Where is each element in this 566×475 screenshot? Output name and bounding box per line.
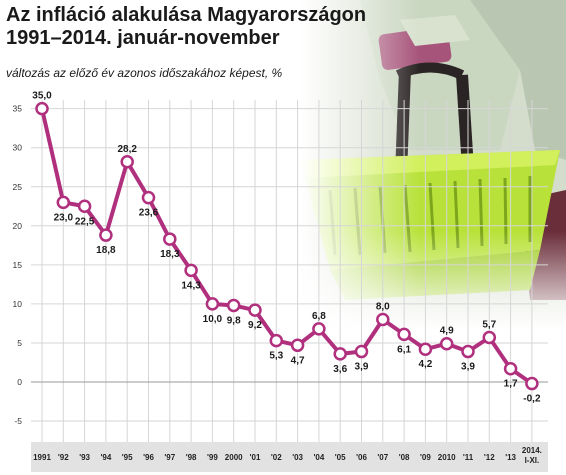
y-tick-label: 5	[17, 338, 22, 348]
data-point	[269, 333, 284, 348]
x-tick-label: 2014. I-XI.	[522, 446, 542, 465]
data-point	[333, 347, 347, 361]
x-tick-label: '97	[164, 453, 175, 462]
x-tick-label: '08	[399, 453, 410, 462]
data-point	[163, 232, 177, 246]
x-tick-label: '12	[484, 453, 495, 462]
data-point	[290, 338, 305, 353]
data-label: 18,8	[96, 245, 116, 256]
x-tick-label: '03	[292, 453, 303, 462]
x-tick-label: '95	[122, 453, 133, 462]
x-tick-label: '07	[377, 453, 388, 462]
data-label: 6,8	[312, 311, 326, 322]
x-axis-band	[31, 442, 548, 472]
grid	[31, 100, 548, 442]
data-point	[312, 322, 326, 336]
data-label: 6,1	[397, 344, 411, 355]
data-label: 9,8	[227, 315, 241, 326]
y-tick-label: 15	[13, 260, 23, 270]
x-tick-label: '09	[420, 453, 431, 462]
data-label: 35,0	[32, 91, 52, 102]
x-tick-label: '94	[100, 453, 111, 462]
data-point	[99, 228, 113, 242]
data-label: 18,3	[160, 249, 180, 260]
x-tick-label: 1991	[33, 453, 51, 462]
x-tick-label: '06	[356, 453, 367, 462]
y-tick-label: 20	[13, 221, 23, 231]
x-tick-label: 2000	[225, 453, 243, 462]
data-label: 5,3	[269, 351, 283, 362]
axes: -5 0 5 10 15 20 25 30 35 1991 '92 '93 '94 '95 '96 '97 '9…	[13, 104, 548, 472]
chart-title-line1: Az infláció alakulása Magyarországon	[6, 4, 367, 26]
chart-title-line2: 1991–2014. január-november	[6, 27, 280, 49]
data-point	[397, 327, 411, 342]
x-tick-label: '92	[58, 453, 69, 462]
x-tick-label: '11	[463, 453, 474, 462]
data-point	[226, 298, 241, 313]
data-labels: 35,0 23,0 22,5 18,8 28,2 23,6 18,3 14,3 10,0 9,8 9…	[32, 91, 541, 405]
data-label: 3,6	[333, 364, 347, 375]
data-point	[482, 330, 497, 345]
data-point	[141, 190, 156, 205]
y-tick-label: 30	[13, 143, 23, 153]
data-point	[120, 155, 134, 169]
data-point	[56, 195, 71, 210]
data-label: 10,0	[203, 314, 223, 325]
x-tick-label: '04	[313, 453, 324, 462]
data-label: 5,7	[482, 319, 496, 330]
data-label: 22,5	[75, 216, 95, 227]
x-tick-label: '98	[186, 453, 197, 462]
data-point	[439, 336, 454, 351]
x-tick-label: '02	[271, 453, 282, 462]
data-point	[354, 344, 369, 359]
chart-title: Az infláció alakulása Magyarországon 199…	[6, 4, 366, 50]
y-tick-label: 35	[13, 104, 23, 114]
data-label: 28,2	[117, 144, 137, 155]
data-point	[205, 297, 220, 311]
y-tick-label: -5	[14, 416, 22, 426]
data-point	[184, 263, 198, 278]
y-tick-label: 0	[17, 377, 22, 387]
data-label: 23,6	[139, 208, 159, 219]
data-label: 8,0	[376, 302, 390, 313]
series-inflation	[35, 101, 539, 391]
chart-subtitle: változás az előző év azonos időszakához …	[6, 66, 283, 80]
data-point	[248, 303, 262, 317]
data-point	[525, 376, 539, 391]
data-point	[35, 101, 49, 116]
data-label: 3,9	[461, 362, 475, 373]
data-label: 3,9	[355, 362, 369, 373]
data-point	[77, 199, 92, 214]
data-label: 4,2	[418, 359, 432, 370]
y-tick-label: 25	[13, 182, 23, 192]
data-label: -0,2	[523, 394, 541, 405]
x-tick-label: '99	[207, 453, 218, 462]
data-point	[503, 361, 518, 376]
data-label: 9,2	[248, 320, 262, 331]
data-label: 4,9	[440, 326, 454, 337]
data-label: 1,7	[504, 379, 518, 390]
x-tick-label: '96	[143, 453, 154, 462]
x-tick-label: 2010	[438, 453, 456, 462]
data-point	[461, 344, 475, 359]
x-tick-label: '01	[250, 453, 261, 462]
data-label: 23,0	[54, 212, 74, 223]
data-label: 4,7	[291, 355, 305, 366]
shopping-basket-icon	[300, 0, 566, 330]
data-point	[376, 312, 390, 327]
x-tick-label: '05	[335, 453, 346, 462]
x-tick-label: '13	[505, 453, 516, 462]
y-tick-label: 10	[13, 299, 23, 309]
x-tick-label: '93	[79, 453, 90, 462]
data-label: 14,3	[181, 280, 201, 291]
data-point	[418, 342, 433, 356]
